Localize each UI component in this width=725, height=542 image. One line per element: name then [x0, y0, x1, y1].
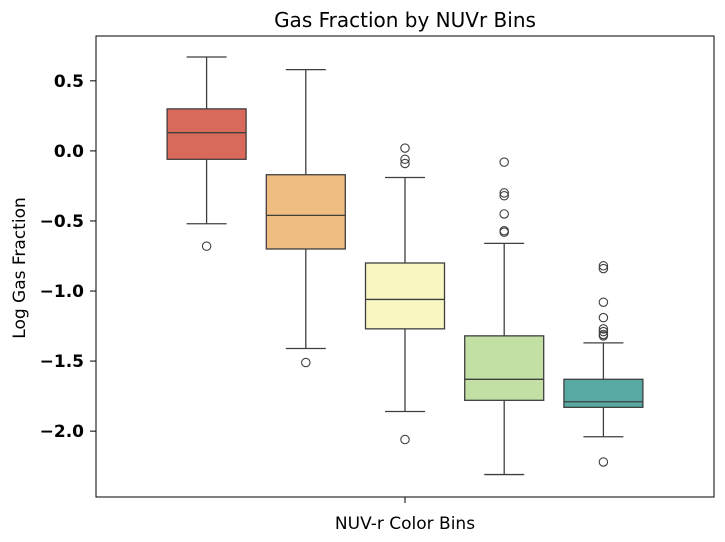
outlier-point: [598, 261, 609, 271]
iqr-box: [166, 108, 247, 160]
outlier-point: [499, 227, 509, 237]
outlier-point: [301, 357, 311, 368]
outlier-point: [598, 297, 609, 307]
outlier-point: [499, 157, 509, 167]
outlier-point: [499, 190, 509, 201]
box-group-1: [166, 56, 247, 251]
x-axis-label: NUV-r Color Bins: [335, 514, 475, 534]
y-axis-label: Log Gas Fraction: [10, 197, 30, 338]
outlier-point: [598, 331, 609, 341]
outlier-point: [400, 434, 410, 445]
outlier-point: [201, 241, 212, 251]
y-tick-label: 0.5: [54, 72, 84, 92]
outlier-point: [598, 326, 609, 337]
outlier-point: [499, 209, 509, 219]
box-group-4: [464, 157, 545, 476]
outlier-point: [499, 188, 509, 198]
plot-area: [166, 56, 644, 476]
outlier-point: [598, 457, 609, 467]
outlier-point: [400, 143, 410, 153]
y-tick-label: −0.5: [40, 212, 84, 232]
iqr-box: [265, 174, 346, 250]
outlier-point: [598, 324, 609, 334]
y-tick-label: −1.5: [40, 352, 84, 372]
iqr-box: [364, 262, 446, 330]
iqr-box: [464, 335, 545, 401]
box-group-3: [364, 143, 446, 445]
y-axis: 0.5 0.0 −0.5 −1.0 −1.5 −2.0: [40, 72, 96, 442]
outlier-point: [400, 158, 410, 169]
outlier-point: [598, 312, 609, 323]
chart-title: Gas Fraction by NUVr Bins: [274, 8, 536, 32]
y-tick-label: −1.0: [40, 282, 85, 302]
y-tick-label: −2.0: [40, 422, 85, 442]
outlier-point: [400, 154, 410, 165]
y-tick-label: 0.0: [54, 142, 84, 162]
box-group-2: [265, 68, 346, 368]
iqr-box: [563, 378, 644, 408]
box-group-5: [563, 261, 644, 467]
outlier-point: [598, 263, 609, 274]
